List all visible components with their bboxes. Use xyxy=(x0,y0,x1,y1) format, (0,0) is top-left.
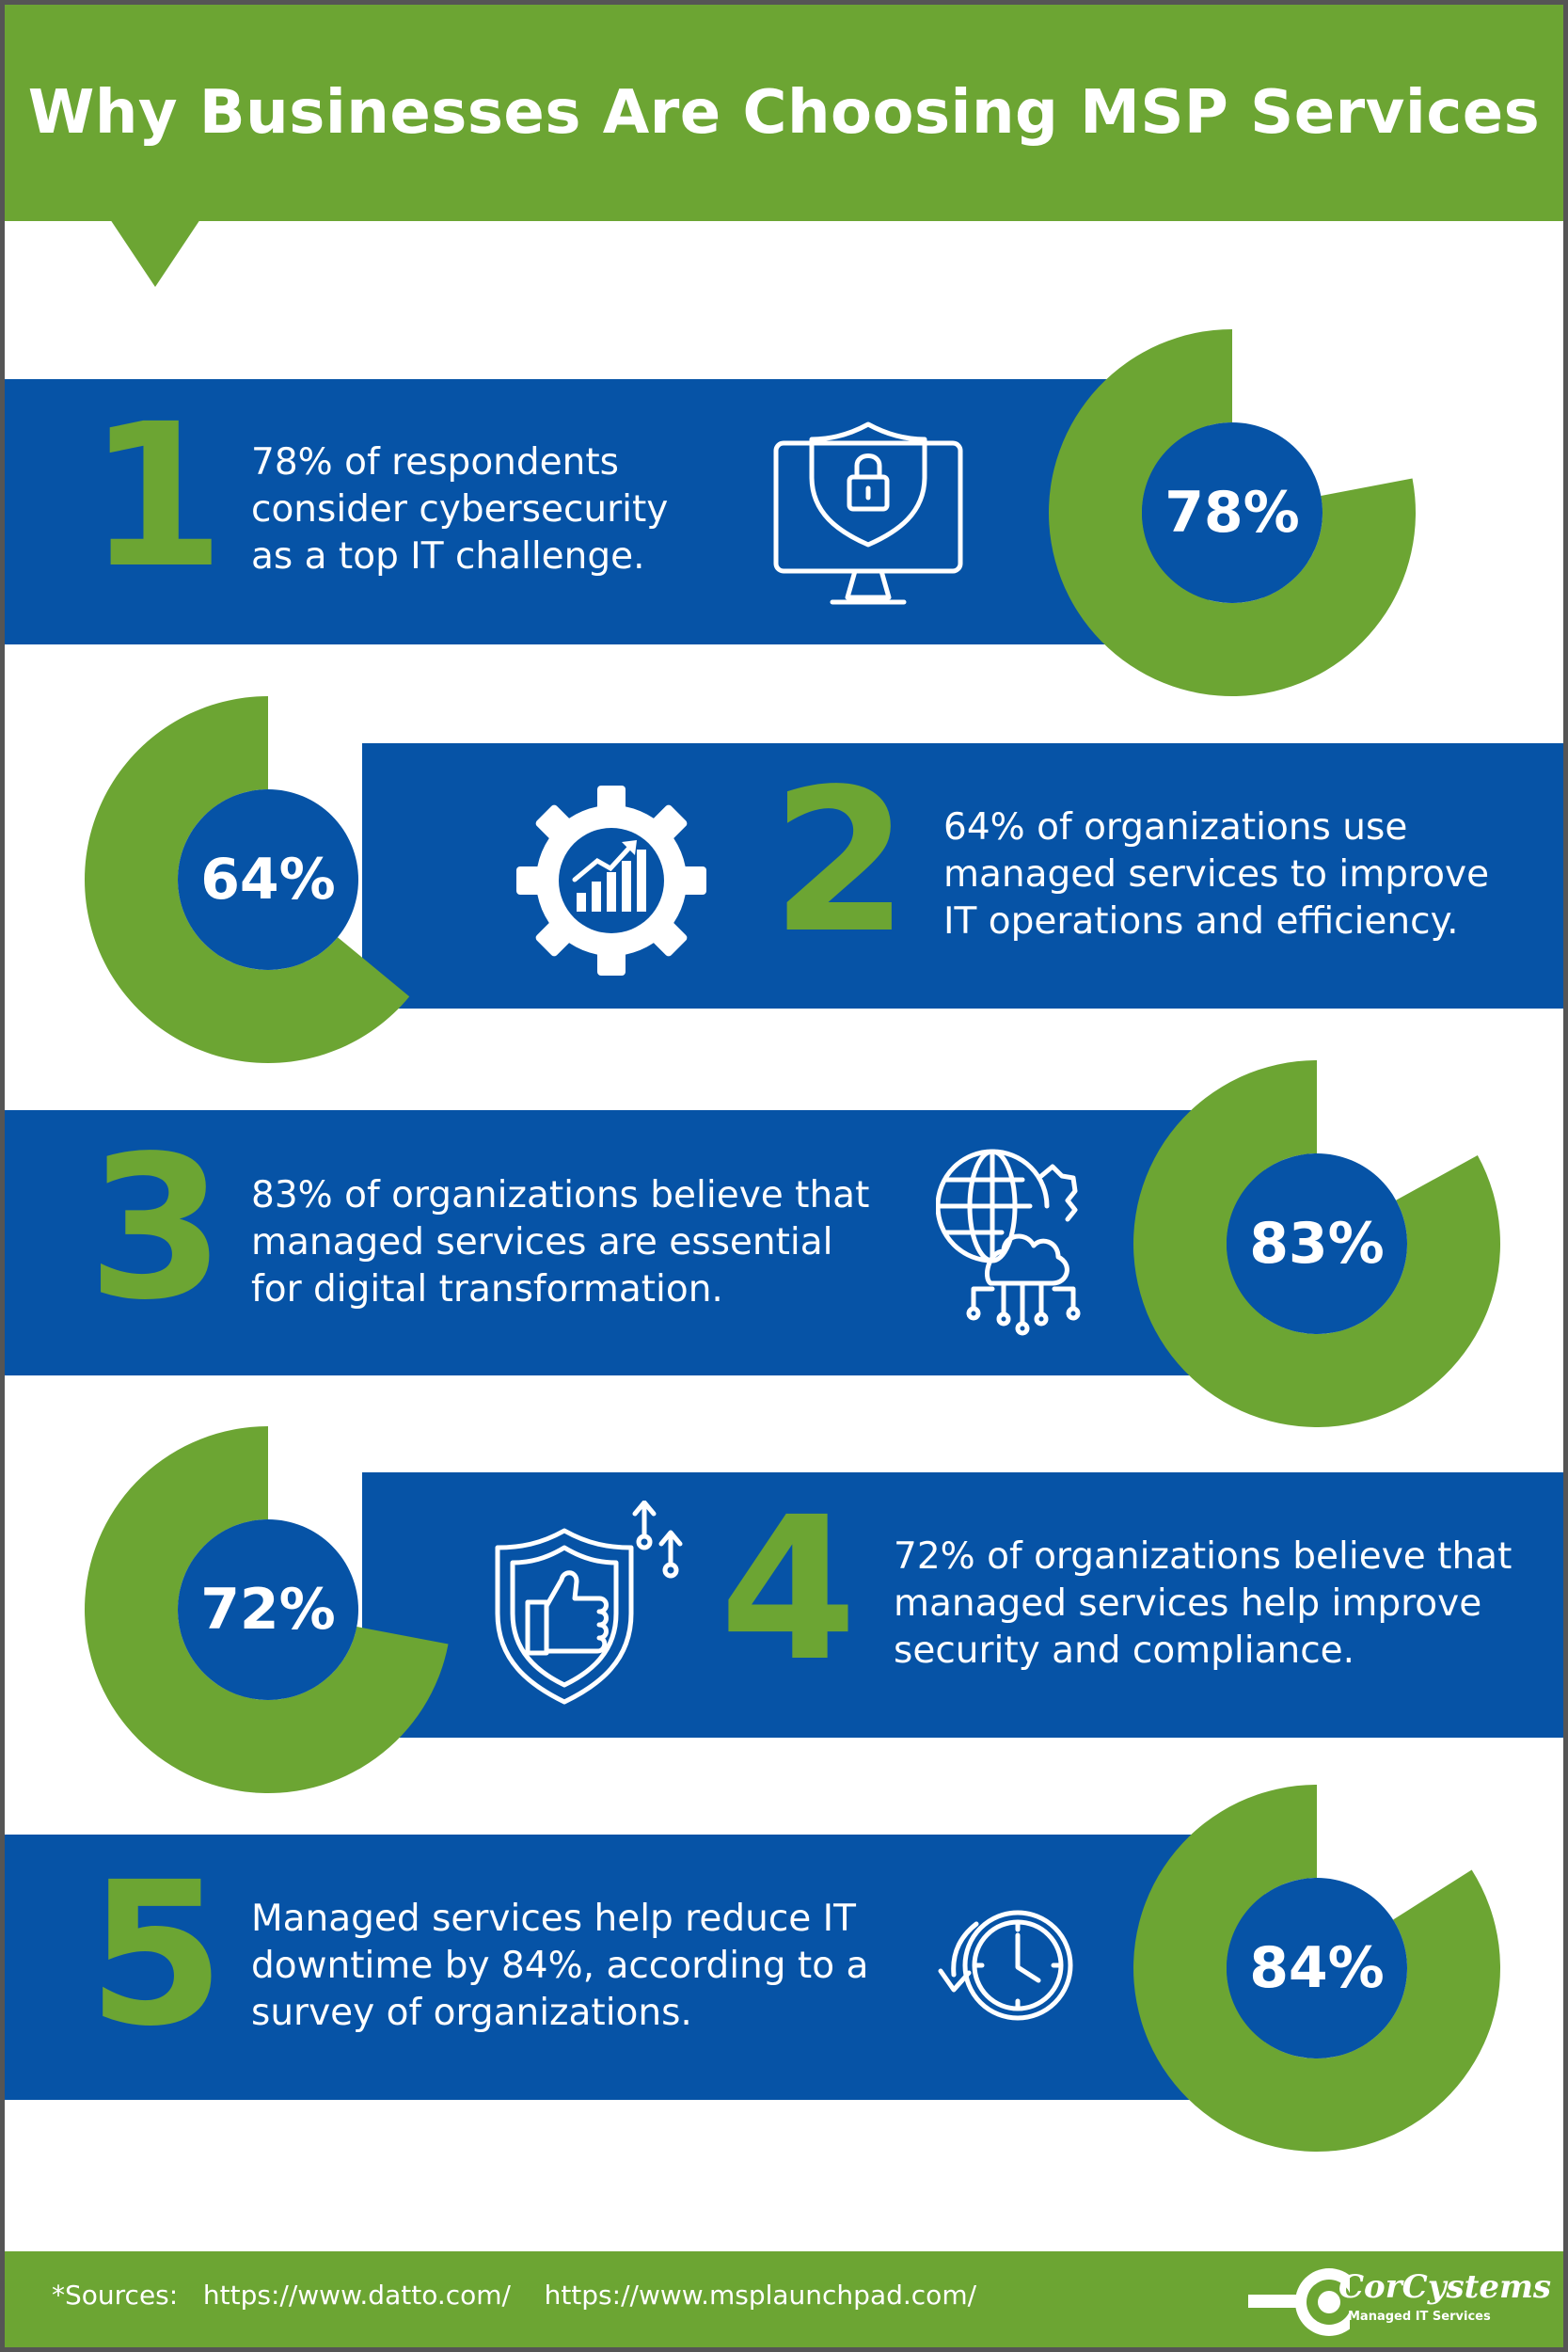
item-3-line-3: for digital transformation. xyxy=(251,1268,723,1311)
band-item-1 xyxy=(5,379,1209,644)
sources-line: *Sources: https://www.datto.com/ https:/… xyxy=(52,2280,976,2311)
source-link-msplaunchpad[interactable]: https://www.msplaunchpad.com/ xyxy=(544,2280,977,2311)
donut-center-4 xyxy=(178,1519,358,1700)
item-text-1: 78% of respondents consider cybersecurit… xyxy=(251,439,668,580)
donut-ring-1 xyxy=(1049,329,1416,696)
donut-svg-2 xyxy=(84,696,410,1063)
band-item-3 xyxy=(5,1110,1265,1375)
logo-mark-icon xyxy=(1248,2268,1350,2336)
donut-ring-4 xyxy=(84,1426,449,1793)
page-title: Why Businesses Are Choosing MSP Services xyxy=(27,78,1541,148)
item-4-line-2: managed services help improve xyxy=(894,1582,1482,1625)
donut-center-3 xyxy=(1227,1153,1407,1334)
band-item-4 xyxy=(362,1472,1563,1738)
item-number-2: 2 xyxy=(771,746,910,977)
donut-svg-4 xyxy=(84,1426,449,1793)
donut-label-2: 64% xyxy=(200,847,336,913)
globe-cloud-network-icon xyxy=(936,1149,1081,1336)
donut-ring-3 xyxy=(1133,1060,1500,1427)
donut-svg-1 xyxy=(1049,329,1416,696)
item-3-line-1: 83% of organizations believe that xyxy=(251,1174,870,1216)
item-1-line-2: consider cybersecurity xyxy=(251,488,669,531)
donut-svg-3 xyxy=(1133,1060,1500,1427)
donut-label-5: 84% xyxy=(1249,1935,1385,2001)
source-link-datto[interactable]: https://www.datto.com/ xyxy=(202,2280,511,2311)
item-1-line-1: 78% of respondents xyxy=(251,441,619,484)
logo-name: CorCystems xyxy=(1338,2268,1552,2306)
donut-chart-3: 83% xyxy=(1129,1056,1505,1432)
shield-thumbs-up-icon xyxy=(495,1501,683,1705)
item-number-1: 1 xyxy=(87,381,226,612)
donut-ring-5 xyxy=(1133,1785,1500,2152)
donut-chart-1: 78% xyxy=(1044,325,1420,701)
item-text-5: Managed services help reduce IT downtime… xyxy=(251,1896,868,2037)
donut-label-4: 72% xyxy=(200,1577,336,1643)
logo-tagline: Managed IT Services xyxy=(1348,2310,1491,2324)
company-logo: CorCystems Managed IT Services xyxy=(1246,2259,1551,2344)
item-2-line-1: 64% of organizations use xyxy=(943,806,1408,849)
donut-label-1: 78% xyxy=(1164,480,1300,546)
item-4-line-1: 72% of organizations believe that xyxy=(894,1535,1513,1578)
title-banner xyxy=(5,5,1563,221)
item-5-line-1: Managed services help reduce IT xyxy=(251,1898,856,1940)
item-text-4: 72% of organizations believe that manage… xyxy=(894,1534,1512,1675)
donut-svg-5 xyxy=(1133,1785,1500,2152)
donut-center-2 xyxy=(178,789,358,970)
item-text-2: 64% of organizations use managed service… xyxy=(943,804,1489,946)
clock-refresh-icon xyxy=(938,1910,1073,2021)
item-2-line-3: IT operations and efficiency. xyxy=(943,900,1459,943)
item-number-3: 3 xyxy=(87,1113,226,1343)
item-number-4: 4 xyxy=(720,1474,858,1705)
gear-growth-chart-icon xyxy=(516,786,706,976)
donut-label-3: 83% xyxy=(1249,1211,1385,1277)
donut-center-5 xyxy=(1227,1878,1407,2058)
item-4-line-3: security and compliance. xyxy=(894,1629,1355,1672)
item-5-line-3: survey of organizations. xyxy=(251,1992,692,2034)
item-text-3: 83% of organizations believe that manage… xyxy=(251,1172,869,1313)
banner-pointer xyxy=(108,216,202,287)
donut-chart-4: 72% xyxy=(80,1422,456,1798)
item-2-line-2: managed services to improve xyxy=(943,853,1490,896)
item-5-line-2: downtime by 84%, according to a xyxy=(251,1945,869,1987)
donut-chart-5: 84% xyxy=(1129,1780,1505,2156)
donut-center-1 xyxy=(1142,422,1323,603)
donut-ring-2 xyxy=(84,696,410,1063)
item-1-line-3: as a top IT challenge. xyxy=(251,535,645,578)
sources-label: *Sources: xyxy=(52,2280,179,2311)
item-3-line-2: managed services are essential xyxy=(251,1221,833,1263)
donut-chart-2: 64% xyxy=(80,691,456,1068)
item-number-5: 5 xyxy=(87,1839,226,2070)
monitor-shield-lock-icon xyxy=(773,421,963,605)
